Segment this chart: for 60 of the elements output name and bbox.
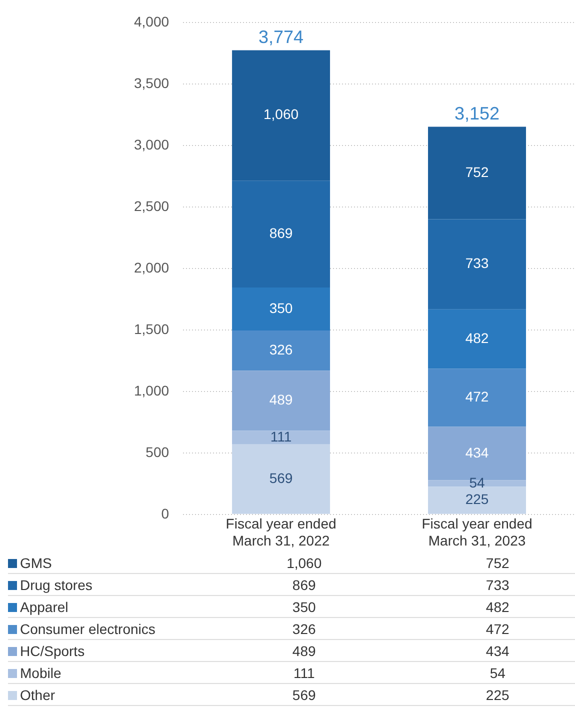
data-label: 1,060: [188, 552, 420, 574]
y-tick-label: 500: [146, 444, 170, 460]
text: 733: [465, 255, 489, 272]
legend-label: Other: [8, 684, 188, 706]
legend-label: Drug stores: [8, 574, 188, 596]
data-label: 569: [188, 684, 420, 706]
bar: [232, 287, 330, 331]
y-tick-label: 0: [161, 505, 170, 522]
text: 569: [269, 470, 293, 486]
bar: [428, 486, 526, 514]
text: 1,060: [264, 106, 299, 122]
data-label: 54: [420, 662, 575, 684]
bar: [428, 126, 526, 220]
data-label: 350: [188, 596, 420, 618]
bar: [232, 330, 330, 371]
bar: [232, 50, 330, 181]
bar: [232, 370, 330, 431]
total-label: 3,774: [258, 27, 304, 48]
data-label: 489: [188, 640, 420, 662]
total-label: 3,152: [454, 104, 500, 124]
data-label: 482: [420, 596, 575, 618]
data-label: 472: [420, 618, 575, 640]
legend-label: Consumer electronics: [8, 618, 188, 640]
text: 869: [269, 224, 293, 241]
y-tick-label: 3,500: [134, 74, 170, 91]
x-tick-label: Fiscal year ended March 31, 2023: [422, 516, 532, 548]
bar: [428, 219, 526, 310]
bar: [232, 180, 330, 288]
y-tick-label: 2,000: [134, 259, 170, 276]
data-label: 434: [420, 640, 575, 662]
text: 54: [469, 474, 485, 490]
text: 482: [465, 330, 489, 346]
text: 472: [465, 388, 489, 405]
bar: [428, 309, 526, 369]
y-tick-label: 1,000: [134, 382, 170, 398]
text: 111: [270, 428, 292, 444]
y-tick-label: 4,000: [134, 13, 170, 30]
legend-label: HC/Sports: [8, 640, 188, 662]
bar: [428, 368, 526, 427]
text: 350: [269, 300, 293, 316]
text: 752: [465, 164, 489, 180]
data-label: 326: [188, 618, 420, 640]
text: 326: [269, 341, 293, 358]
legend-label: Apparel: [8, 596, 188, 618]
y-tick-label: 1,500: [134, 320, 170, 337]
text: 225: [465, 491, 489, 508]
text: 434: [465, 444, 489, 460]
data-label: 869: [188, 574, 420, 596]
y-tick-label: 2,500: [134, 198, 170, 214]
data-label: 111: [188, 662, 420, 684]
legend-label: Mobile: [8, 662, 188, 684]
data-label: 733: [420, 574, 575, 596]
x-tick-label: Fiscal year ended March 31, 2022: [226, 516, 336, 548]
bar: [232, 444, 330, 514]
data-label: 225: [420, 684, 575, 706]
legend-label: GMS: [8, 552, 188, 574]
y-tick-label: 3,000: [134, 136, 170, 152]
text: 489: [269, 392, 293, 408]
data-label: 752: [420, 552, 575, 574]
bar: [232, 430, 330, 444]
